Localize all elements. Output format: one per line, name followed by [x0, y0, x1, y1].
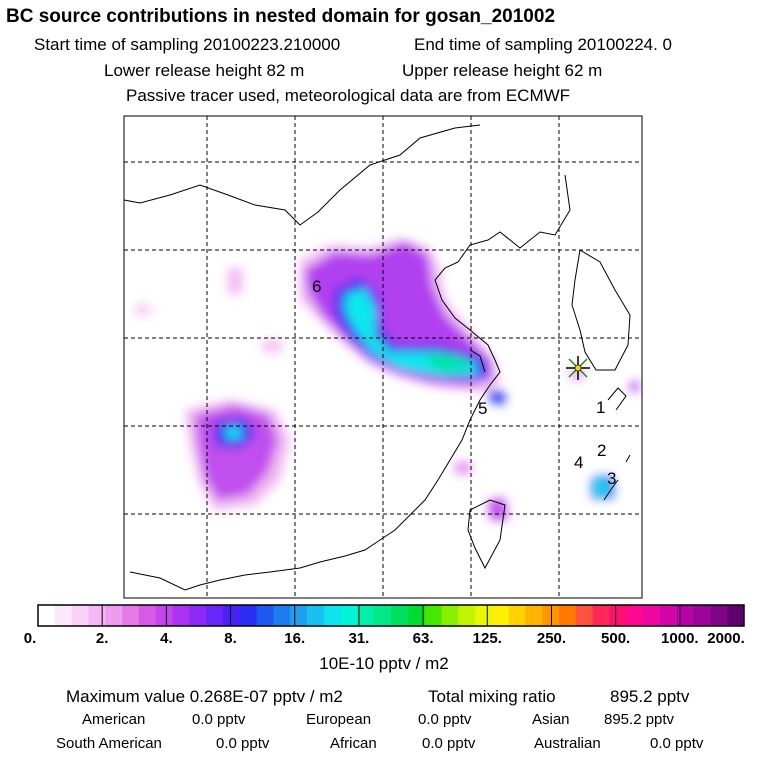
region-value: 0.0 pptv [422, 735, 476, 752]
colorbar-swatch [458, 605, 476, 626]
colorbar-tick-label: 125. [472, 630, 502, 647]
colorbar-swatch [676, 605, 695, 626]
colorbar-swatch [424, 605, 442, 626]
colorbar-swatch [491, 605, 510, 626]
colorbar-tick-label: 2. [95, 630, 109, 647]
upper-release-label: Upper release height 62 m [402, 61, 603, 80]
colorbar-swatch [710, 605, 728, 626]
colorbar-swatch [441, 605, 459, 626]
colorbar-swatch [357, 605, 375, 626]
lower-release-label: Lower release height 82 m [104, 61, 305, 80]
lat-lon-grid [124, 116, 642, 598]
colorbar-swatch [189, 605, 207, 626]
colorbar [37, 604, 745, 627]
total-mixing-value: 895.2 pptv [610, 687, 690, 706]
colorbar-swatch [609, 605, 627, 626]
coastlines [124, 124, 631, 591]
colorbar-swatch [122, 605, 140, 626]
source-label: 5 [478, 399, 487, 418]
colorbar-swatch [239, 605, 258, 626]
colorbar-swatch [38, 605, 56, 626]
colorbar-tick-label: 0. [23, 630, 37, 647]
colorbar-swatch [643, 605, 661, 626]
receptor-star-icon [566, 356, 590, 380]
colorbar-frame [37, 604, 745, 627]
region-value: 0.0 pptv [418, 711, 472, 728]
source-labels: 6 5 1 2 4 3 [312, 277, 616, 488]
colorbar-swatch [323, 605, 342, 626]
colorbar-swatch [54, 605, 73, 626]
region-name: Asian [532, 711, 570, 728]
total-mixing-label: Total mixing ratio [428, 687, 556, 706]
colorbar-swatch [290, 605, 308, 626]
colorbar-tick-label: 1000. [661, 630, 699, 647]
region-value: 0.0 pptv [216, 735, 270, 752]
tracer-note: Passive tracer used, meteorological data… [126, 86, 571, 105]
colorbar-tick-label: 500. [601, 630, 631, 647]
source-label: 4 [574, 453, 583, 472]
colorbar-tick-label: 2000. [707, 630, 745, 647]
region-value: 0.0 pptv [192, 711, 246, 728]
colorbar-swatch [525, 605, 543, 626]
region-name: European [306, 711, 372, 728]
source-label: 3 [607, 469, 616, 488]
colorbar-unit: 10E-10 pptv / m2 [319, 654, 449, 673]
colorbar-swatch [542, 605, 560, 626]
colorbar-swatch [592, 605, 611, 626]
region-name: American [82, 711, 146, 728]
region-name: South American [56, 735, 162, 752]
source-label: 1 [596, 398, 605, 417]
colorbar-swatch [659, 605, 678, 626]
colorbar-swatch [206, 605, 224, 626]
colorbar-swatch [626, 605, 644, 626]
colorbar-swatch [575, 605, 594, 626]
colorbar-swatch [138, 605, 157, 626]
start-time-label: Start time of sampling 20100223.210000 [34, 35, 341, 54]
colorbar-tick-label: 4. [160, 630, 173, 647]
colorbar-swatch [88, 605, 106, 626]
max-value-label: Maximum value 0.268E-07 pptv / m2 [66, 687, 343, 706]
colorbar-swatch [727, 605, 745, 626]
colorbar-tick-label: 31. [348, 630, 370, 647]
chart-title: BC source contributions in nested domain… [6, 6, 556, 27]
source-label: 2 [597, 441, 606, 460]
colorbar-swatch [222, 605, 241, 626]
colorbar-swatch [172, 605, 190, 626]
source-label: 6 [312, 277, 321, 296]
colorbar-tick-label: 8. [224, 630, 237, 647]
region-name: Australian [534, 735, 601, 752]
colorbar-tick-label: 63. [412, 630, 434, 647]
colorbar-swatch [273, 605, 291, 626]
colorbar-tick-label: 250. [536, 630, 567, 647]
concentration-field [135, 238, 639, 520]
colorbar-swatch [256, 605, 274, 626]
colorbar-swatch [374, 605, 392, 626]
colorbar-swatch [71, 605, 89, 626]
colorbar-swatch [508, 605, 526, 626]
colorbar-tick-label: 16. [284, 630, 306, 647]
region-name: African [330, 735, 377, 752]
colorbar-swatch [559, 605, 577, 626]
colorbar-swatch [155, 605, 173, 626]
colorbar-swatch [306, 605, 325, 626]
colorbar-swatch [693, 605, 711, 626]
colorbar-swatch [475, 605, 493, 626]
region-value: 895.2 pptv [604, 711, 675, 728]
region-value: 0.0 pptv [650, 735, 704, 752]
colorbar-swatch [105, 605, 123, 626]
colorbar-swatch [407, 605, 426, 626]
colorbar-swatch [340, 605, 358, 626]
colorbar-swatch [391, 605, 409, 626]
end-time-label: End time of sampling 20100224. 0 [414, 35, 673, 54]
